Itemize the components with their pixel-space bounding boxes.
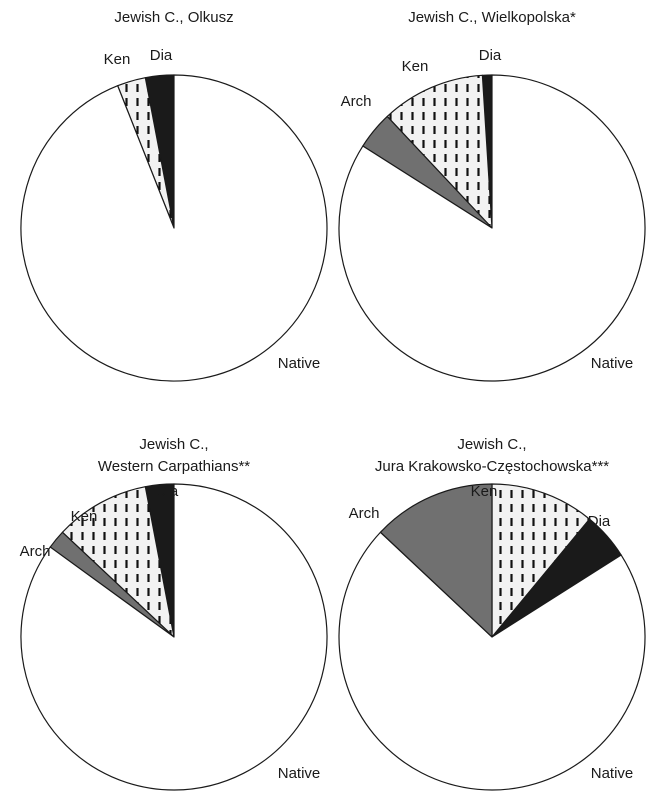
pie-slice-native — [20, 483, 328, 791]
slice-label-dia: Dia — [588, 513, 611, 530]
pie-slice-arch — [379, 483, 493, 638]
pie-slice-native — [20, 74, 328, 382]
chart-title: Jewish C., Wielkopolska* — [408, 9, 576, 26]
pie-chart-1: Jewish C., Olkusz Dia Ken Native — [20, 9, 328, 382]
pie-chart-2: Jewish C., Wielkopolska* Dia Ken Arch Native — [338, 9, 646, 382]
pie-chart-3: Jewish C., Western Carpathians** Dia Ken Arc… — [20, 436, 328, 791]
slice-label-arch: Arch — [341, 93, 372, 110]
pie-slice-native — [338, 74, 646, 382]
slice-label-native: Native — [591, 355, 634, 372]
slice-label-arch: Arch — [349, 505, 380, 522]
chart-title: Jura Krakowsko-Częstochowska*** — [375, 458, 609, 475]
slice-label-dia: Dia — [479, 47, 502, 64]
slice-label-dia: Dia — [150, 47, 173, 64]
slice-label-dia: Dia — [156, 483, 179, 500]
chart-title: Western Carpathians** — [98, 458, 250, 475]
chart-title: Jewish C., Olkusz — [114, 9, 233, 26]
chart-title: Jewish C., — [457, 436, 526, 453]
pie-slice-ken — [61, 486, 175, 638]
slice-label-native: Native — [591, 765, 634, 782]
pie-chart-4: Jewish C., Jura Krakowsko-Częstochowska**… — [338, 436, 646, 791]
slice-label-native: Native — [278, 765, 321, 782]
slice-label-ken: Ken — [471, 483, 498, 500]
slice-label-ken: Ken — [104, 51, 131, 68]
slice-label-ken: Ken — [71, 508, 98, 525]
slice-label-arch: Arch — [20, 543, 51, 560]
slice-label-ken: Ken — [402, 58, 429, 75]
pie-slice-ken — [386, 74, 493, 229]
slice-label-native: Native — [278, 355, 321, 372]
pie-slice-ken — [491, 483, 591, 638]
chart-title: Jewish C., — [139, 436, 208, 453]
pie-slice-native — [338, 531, 646, 791]
